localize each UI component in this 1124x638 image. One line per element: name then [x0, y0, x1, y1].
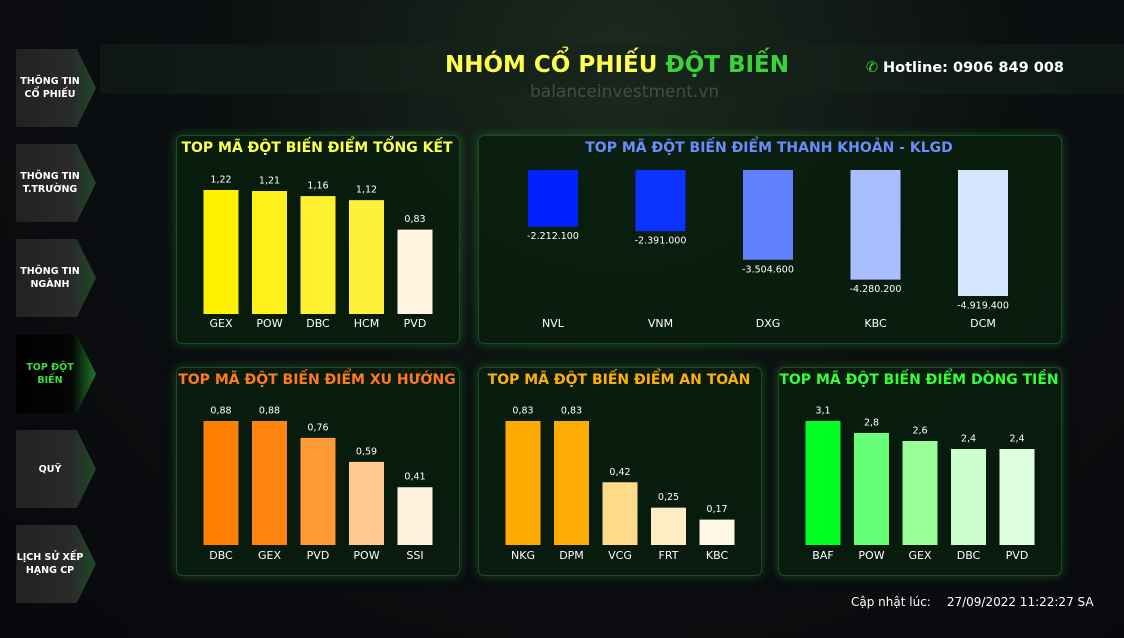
category-label: PVD [404, 317, 427, 330]
value-label: 2,4 [1009, 434, 1024, 445]
bar [743, 170, 793, 260]
value-label: 0,88 [259, 406, 280, 417]
header-band [100, 44, 1124, 94]
category-label: GEX [209, 317, 232, 330]
chart-title: TOP MÃ ĐỘT BIẾN ĐIỂM TỔNG KẾT [181, 136, 453, 156]
nav-item[interactable]: TOP ĐỘT BIẾN [16, 335, 96, 413]
category-label: NKG [511, 549, 535, 562]
category-label: KBC [706, 549, 729, 562]
bar [854, 433, 889, 545]
bar [252, 421, 287, 545]
value-label: -2.212.100 [527, 231, 579, 242]
bar [999, 449, 1035, 545]
bar [203, 421, 239, 545]
category-label: PVD [1006, 549, 1029, 562]
chart-title: TOP MÃ ĐỘT BIẾN ĐIỂM AN TOÀN [488, 368, 751, 388]
chart-title: TOP MÃ ĐỘT BIẾN ĐIỂM THANH KHOẢN - KLGD [585, 136, 953, 156]
bar [635, 170, 686, 232]
category-label: DBC [957, 549, 981, 562]
value-label: 1,16 [307, 181, 328, 192]
category-label: KBC [864, 317, 887, 330]
bar [951, 449, 986, 545]
value-label: 0,88 [210, 406, 231, 417]
bar [554, 421, 589, 545]
bar [528, 170, 578, 227]
category-label: GEX [908, 549, 931, 562]
value-label: 0,25 [658, 492, 679, 503]
bar [902, 441, 938, 545]
bar [397, 229, 433, 314]
category-label: DCM [970, 317, 996, 330]
value-label: -2.391.000 [635, 236, 687, 247]
bar [958, 170, 1008, 296]
value-label: 0,59 [356, 446, 377, 457]
hotline: ✆ Hotline: 0906 849 008 [866, 60, 1064, 76]
category-label: PVD [307, 549, 330, 562]
nav-item[interactable]: THÔNG TIN NGÀNH [16, 239, 96, 317]
update-time: 27/09/2022 11:22:27 SA [946, 595, 1094, 609]
value-label: 3,1 [815, 406, 830, 417]
nav-item[interactable]: QUỸ [16, 430, 96, 508]
value-label: 1,21 [259, 176, 280, 187]
value-label: 2,4 [961, 434, 976, 445]
value-label: 2,6 [912, 426, 927, 437]
bar [505, 421, 541, 545]
bar [651, 507, 686, 545]
value-label: -4.919.400 [957, 301, 1009, 312]
nav-item[interactable]: THÔNG TIN CỔ PHIẾU [16, 49, 96, 127]
value-label: 1,12 [356, 185, 377, 196]
category-label: NVL [542, 317, 565, 330]
nav-item[interactable]: THÔNG TIN T.TRƯỜNG [16, 144, 96, 222]
phone-icon: ✆ [865, 60, 878, 76]
category-label: VCG [608, 549, 632, 562]
category-label: POW [256, 317, 282, 330]
value-label: 0,41 [404, 472, 425, 483]
nav-item[interactable]: LỊCH SỬ XẾP HẠNG CP [16, 525, 96, 603]
bar [602, 482, 638, 545]
category-label: DXG [756, 317, 781, 330]
value-label: -4.280.200 [850, 284, 902, 295]
bar [397, 487, 433, 545]
category-label: DBC [306, 317, 330, 330]
value-label: 0,83 [404, 214, 425, 225]
page-title: NHÓM CỔ PHIẾU ĐỘT BIẾN [360, 52, 874, 78]
footer: Cập nhật lúc: 27/09/2022 11:22:27 SA [851, 595, 1094, 609]
value-label: 0,17 [706, 504, 727, 515]
category-label: DPM [559, 549, 584, 562]
value-label: 2,8 [864, 418, 879, 429]
category-label: SSI [406, 549, 423, 562]
value-label: 1,22 [210, 175, 231, 186]
category-label: VNM [648, 317, 673, 330]
bar [300, 437, 336, 545]
value-label: 0,83 [512, 406, 533, 417]
category-label: DBC [209, 549, 233, 562]
update-label: Cập nhật lúc: [851, 595, 931, 609]
bar [300, 196, 336, 314]
bar [699, 519, 735, 545]
chart-title: TOP MÃ ĐỘT BIẾN ĐIỂM XU HƯỚNG [178, 368, 456, 388]
value-label: 0,76 [307, 422, 328, 433]
value-label: 0,83 [561, 406, 582, 417]
category-label: POW [353, 549, 379, 562]
watermark: balanceinvestment.vn [530, 82, 720, 102]
bar [203, 190, 239, 314]
category-label: FRT [659, 549, 679, 562]
value-label: -3.504.600 [742, 264, 794, 275]
category-label: BAF [812, 549, 833, 562]
bar [850, 170, 901, 280]
title-part: NHÓM CỔ PHIẾU [444, 52, 658, 78]
value-label: 0,42 [609, 467, 630, 478]
hotline-text: Hotline: 0906 849 008 [883, 60, 1064, 76]
bar [252, 191, 287, 314]
chart-title: TOP MÃ ĐỘT BIẾN ĐIỂM DÒNG TIỀN [779, 368, 1058, 388]
category-label: POW [858, 549, 884, 562]
bar [349, 461, 384, 545]
category-label: GEX [258, 549, 281, 562]
category-label: HCM [354, 317, 379, 330]
bar [349, 200, 384, 314]
title-part: ĐỘT BIẾN [665, 52, 790, 78]
bar [805, 421, 841, 545]
